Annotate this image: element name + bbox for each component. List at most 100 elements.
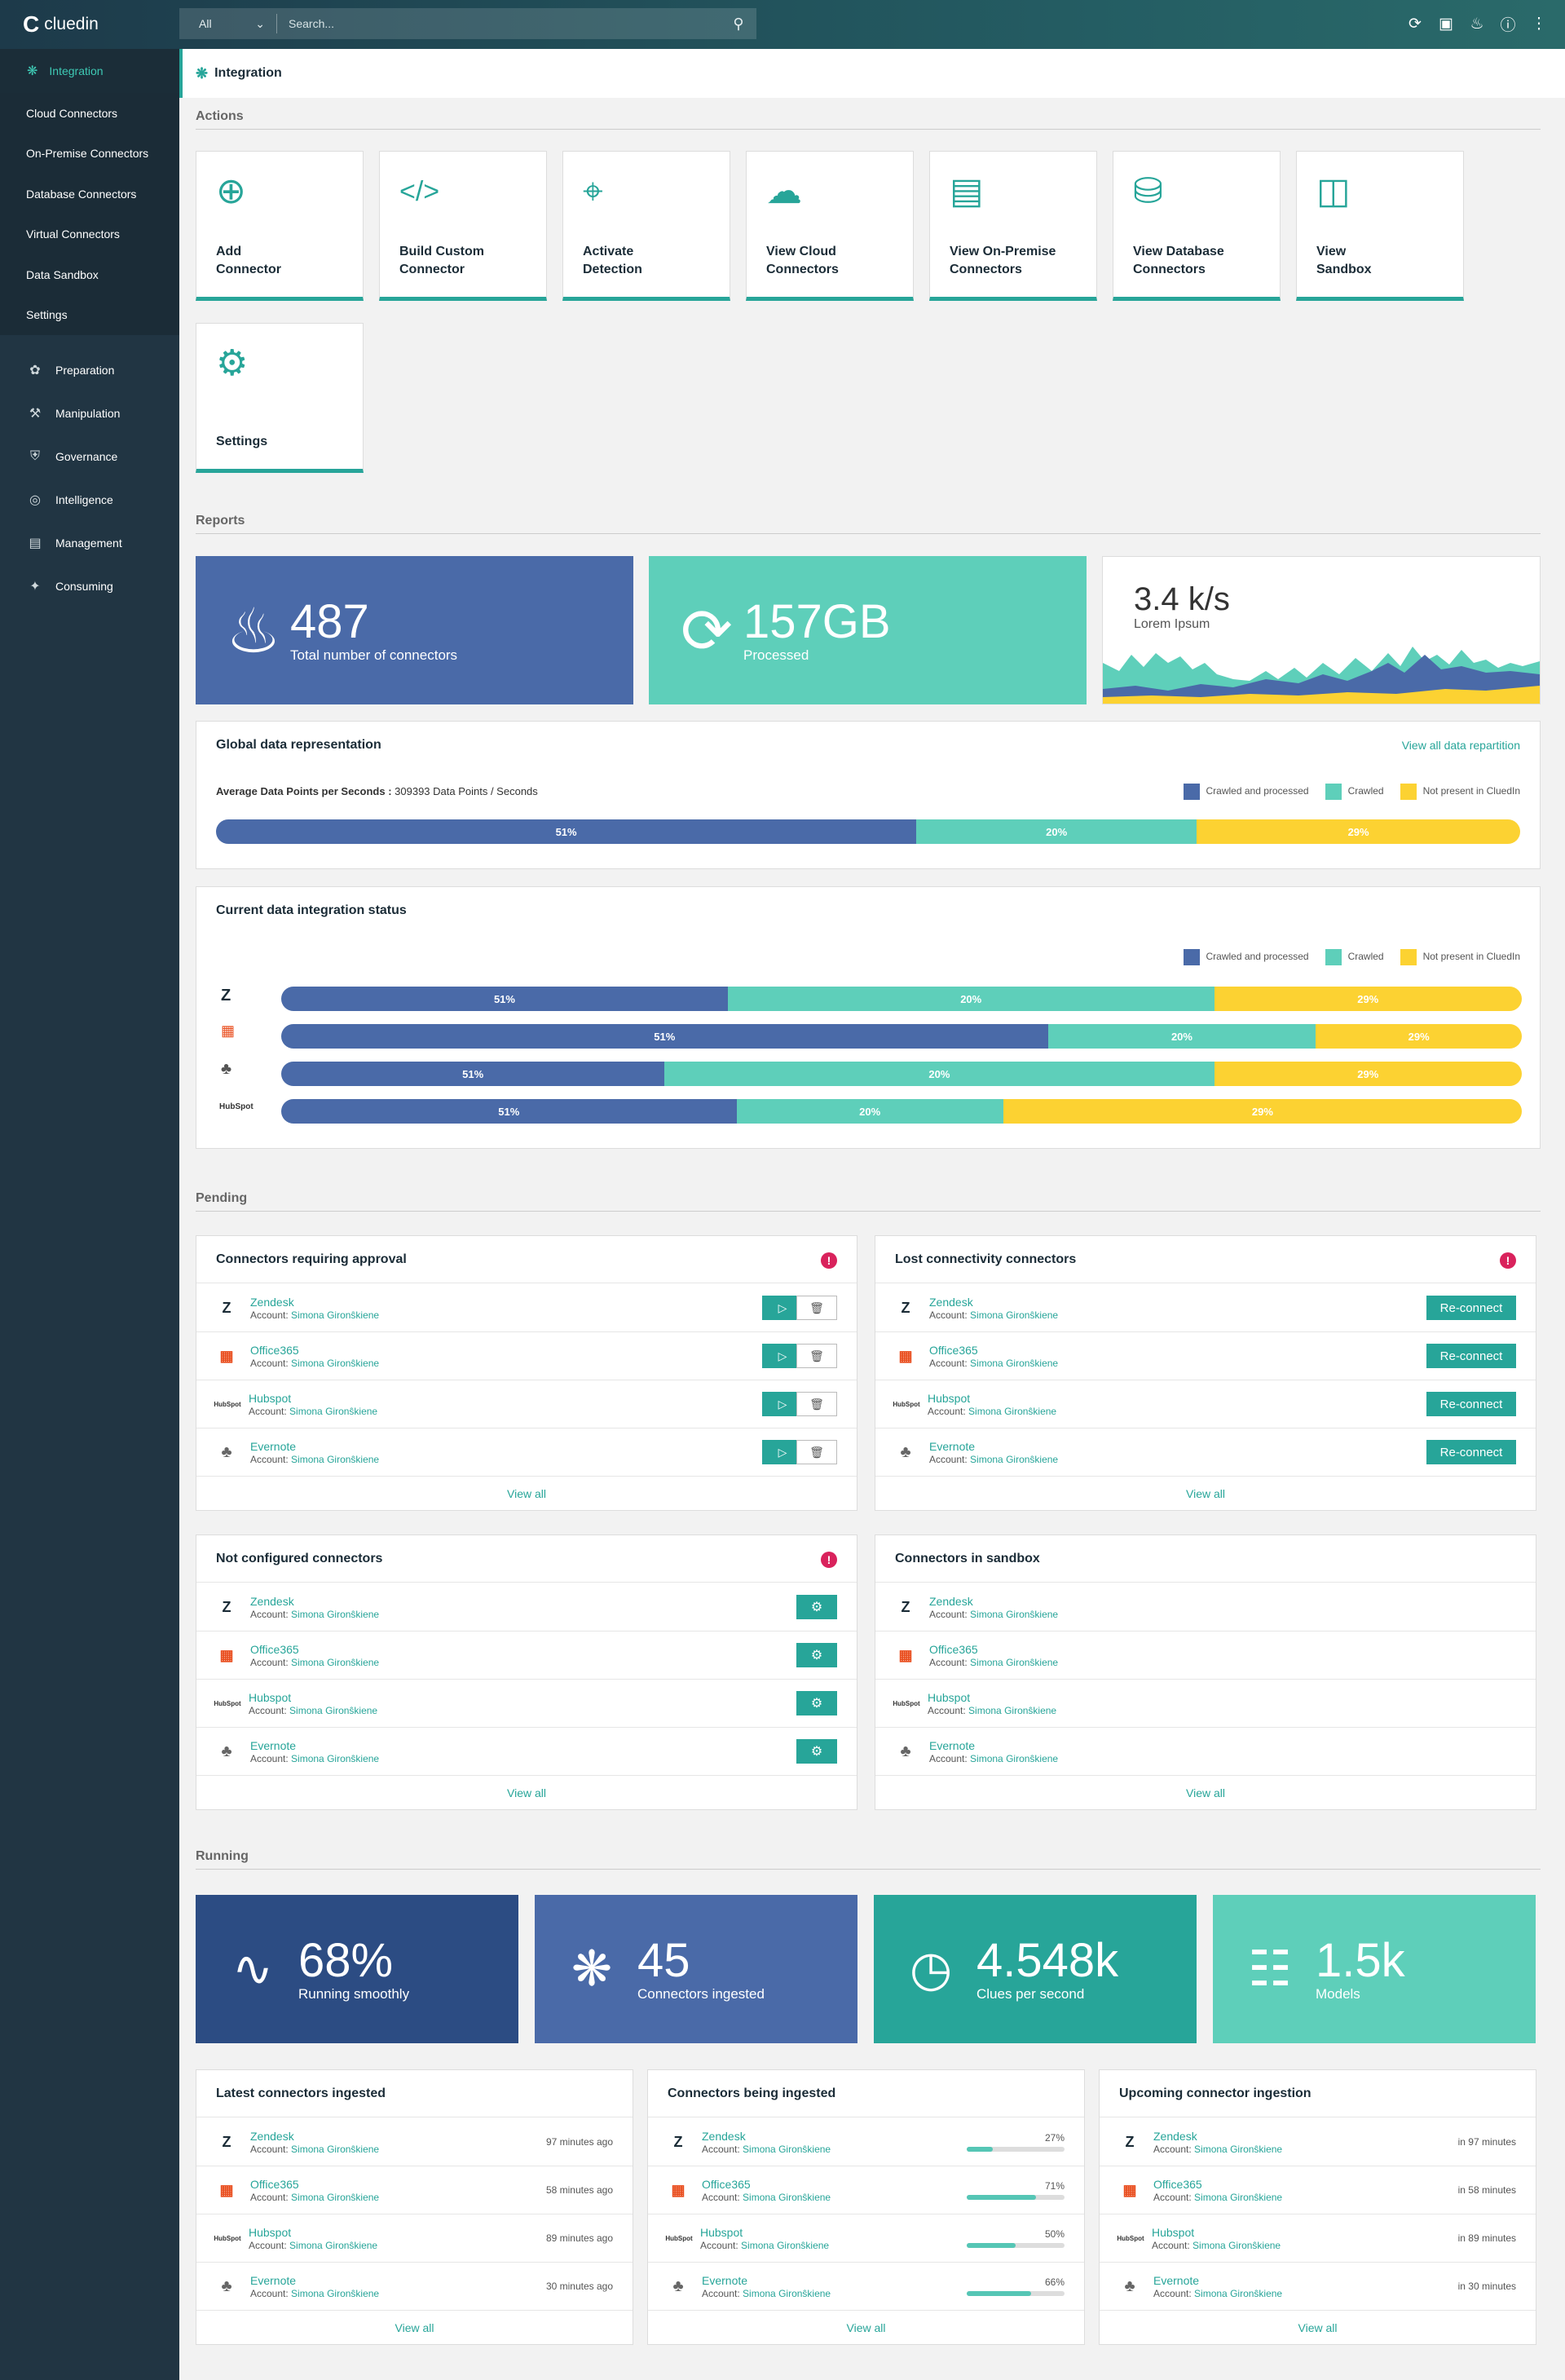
- connector-name[interactable]: Office365: [702, 2178, 751, 2191]
- sidebar-item-consuming[interactable]: ✦ Consuming: [0, 564, 179, 607]
- connector-name[interactable]: Evernote: [929, 1440, 976, 1453]
- action-view-cloud-connectors[interactable]: ☁ View Cloud Connectors: [746, 151, 914, 301]
- sidebar-item-intelligence[interactable]: ◎ Intelligence: [0, 478, 179, 521]
- search-scope-select[interactable]: All ⌄: [179, 14, 277, 33]
- connector-name[interactable]: Zendesk: [702, 2130, 746, 2143]
- connector-name[interactable]: Zendesk: [250, 1595, 294, 1608]
- connector-name[interactable]: Evernote: [1153, 2274, 1200, 2287]
- help-icon[interactable]: ⓘ: [1500, 16, 1516, 34]
- connector-name[interactable]: Zendesk: [929, 1595, 973, 1608]
- account-name[interactable]: Simona Gironŝkiene: [289, 2240, 378, 2251]
- action-view-sandbox[interactable]: ◫ View Sandbox: [1296, 151, 1464, 301]
- search-input[interactable]: Search...: [289, 17, 335, 30]
- view-all-link[interactable]: View all: [846, 2321, 886, 2334]
- connector-name[interactable]: Evernote: [250, 1739, 297, 1752]
- view-all-link[interactable]: View all: [1298, 2321, 1338, 2334]
- connector-name[interactable]: Evernote: [250, 2274, 297, 2287]
- configure-button[interactable]: ⚙: [796, 1691, 837, 1715]
- connector-name[interactable]: Hubspot: [928, 1691, 971, 1704]
- view-all-link[interactable]: View all: [1186, 1786, 1225, 1799]
- connector-name[interactable]: Hubspot: [249, 1392, 292, 1405]
- account-name[interactable]: Simona Gironŝkiene: [970, 1753, 1059, 1764]
- account-name[interactable]: Simona Gironŝkiene: [1192, 2240, 1281, 2251]
- sidebar-item-preparation[interactable]: ✿ Preparation: [0, 348, 179, 391]
- sidebar-item-manipulation[interactable]: ⚒ Manipulation: [0, 391, 179, 435]
- reconnect-button[interactable]: Re-connect: [1426, 1344, 1516, 1368]
- account-name[interactable]: Simona Gironŝkiene: [1194, 2144, 1283, 2155]
- delete-button[interactable]: 🗑: [796, 1440, 837, 1464]
- account-name[interactable]: Simona Gironŝkiene: [289, 1406, 378, 1417]
- account-name[interactable]: Simona Gironŝkiene: [291, 2288, 380, 2299]
- sidebar-item-management[interactable]: ▤ Management: [0, 521, 179, 564]
- account-name[interactable]: Simona Gironŝkiene: [970, 1358, 1059, 1369]
- connector-name[interactable]: Hubspot: [928, 1392, 971, 1405]
- view-all-link[interactable]: View all: [507, 1487, 546, 1500]
- delete-button[interactable]: 🗑: [796, 1392, 837, 1416]
- view-all-link[interactable]: View all: [507, 1786, 546, 1799]
- sidebar-item-settings[interactable]: Settings: [26, 308, 68, 322]
- account-name[interactable]: Simona Gironŝkiene: [291, 1309, 380, 1321]
- sidebar-item-virtual-connectors[interactable]: Virtual Connectors: [26, 227, 120, 241]
- connector-name[interactable]: Evernote: [929, 1739, 976, 1752]
- approve-button[interactable]: ▷: [762, 1392, 803, 1416]
- translate-icon[interactable]: ▣: [1439, 15, 1453, 33]
- account-name[interactable]: Simona Gironŝkiene: [968, 1406, 1057, 1417]
- account-name[interactable]: Simona Gironŝkiene: [291, 1657, 380, 1668]
- configure-button[interactable]: ⚙: [796, 1643, 837, 1667]
- bell-icon[interactable]: ♨: [1470, 15, 1484, 33]
- sidebar-item-governance[interactable]: ⛨ Governance: [0, 435, 179, 478]
- sidebar-item-data-sandbox[interactable]: Data Sandbox: [26, 267, 99, 281]
- account-name[interactable]: Simona Gironŝkiene: [743, 2288, 831, 2299]
- connector-name[interactable]: Evernote: [702, 2274, 748, 2287]
- action-view-on-premise-connectors[interactable]: ▤ View On-Premise Connectors: [929, 151, 1097, 301]
- approve-button[interactable]: ▷: [762, 1344, 803, 1368]
- sync-icon[interactable]: ⟳: [1408, 15, 1422, 33]
- action-view-database-connectors[interactable]: ⛁ View Database Connectors: [1113, 151, 1281, 301]
- connector-name[interactable]: Office365: [929, 1643, 978, 1656]
- more-icon[interactable]: ⋮: [1531, 15, 1547, 33]
- account-name[interactable]: Simona Gironŝkiene: [970, 1309, 1059, 1321]
- sidebar-item-on-premise-connectors[interactable]: On-Premise Connectors: [26, 147, 149, 161]
- account-name[interactable]: Simona Gironŝkiene: [970, 1609, 1059, 1620]
- connector-name[interactable]: Hubspot: [700, 2226, 743, 2239]
- configure-button[interactable]: ⚙: [796, 1595, 837, 1619]
- delete-button[interactable]: 🗑: [796, 1296, 837, 1320]
- account-name[interactable]: Simona Gironŝkiene: [291, 1454, 380, 1465]
- sidebar-item-cloud-connectors[interactable]: Cloud Connectors: [26, 106, 118, 120]
- account-name[interactable]: Simona Gironŝkiene: [1194, 2288, 1283, 2299]
- account-name[interactable]: Simona Gironŝkiene: [970, 1454, 1059, 1465]
- view-all-data-repartition-link[interactable]: View all data repartition: [1401, 739, 1520, 752]
- account-name[interactable]: Simona Gironŝkiene: [291, 2192, 380, 2203]
- account-name[interactable]: Simona Gironŝkiene: [289, 1705, 378, 1716]
- connector-name[interactable]: Office365: [250, 1643, 299, 1656]
- connector-name[interactable]: Zendesk: [929, 1296, 973, 1309]
- delete-button[interactable]: 🗑: [796, 1344, 837, 1368]
- account-name[interactable]: Simona Gironŝkiene: [291, 1358, 380, 1369]
- search-icon[interactable]: ⚲: [733, 15, 744, 32]
- connector-name[interactable]: Zendesk: [1153, 2130, 1197, 2143]
- connector-name[interactable]: Office365: [1153, 2178, 1202, 2191]
- connector-name[interactable]: Office365: [250, 1344, 299, 1357]
- view-all-link[interactable]: View all: [395, 2321, 434, 2334]
- connector-name[interactable]: Hubspot: [1152, 2226, 1195, 2239]
- account-name[interactable]: Simona Gironŝkiene: [1194, 2192, 1283, 2203]
- approve-button[interactable]: ▷: [762, 1296, 803, 1320]
- sidebar-item-database-connectors[interactable]: Database Connectors: [26, 187, 137, 201]
- account-name[interactable]: Simona Gironŝkiene: [291, 1609, 380, 1620]
- view-all-link[interactable]: View all: [1186, 1487, 1225, 1500]
- reconnect-button[interactable]: Re-connect: [1426, 1392, 1516, 1416]
- connector-name[interactable]: Hubspot: [249, 1691, 292, 1704]
- connector-name[interactable]: Office365: [929, 1344, 978, 1357]
- action-activate-detection[interactable]: ⌖ Activate Detection: [562, 151, 730, 301]
- account-name[interactable]: Simona Gironŝkiene: [291, 2144, 380, 2155]
- account-name[interactable]: Simona Gironŝkiene: [970, 1657, 1059, 1668]
- account-name[interactable]: Simona Gironŝkiene: [968, 1705, 1057, 1716]
- connector-name[interactable]: Evernote: [250, 1440, 297, 1453]
- configure-button[interactable]: ⚙: [796, 1739, 837, 1764]
- action-build-custom-connector[interactable]: </> Build Custom Connector: [379, 151, 547, 301]
- account-name[interactable]: Simona Gironŝkiene: [741, 2240, 830, 2251]
- account-name[interactable]: Simona Gironŝkiene: [743, 2144, 831, 2155]
- account-name[interactable]: Simona Gironŝkiene: [743, 2192, 831, 2203]
- reconnect-button[interactable]: Re-connect: [1426, 1296, 1516, 1320]
